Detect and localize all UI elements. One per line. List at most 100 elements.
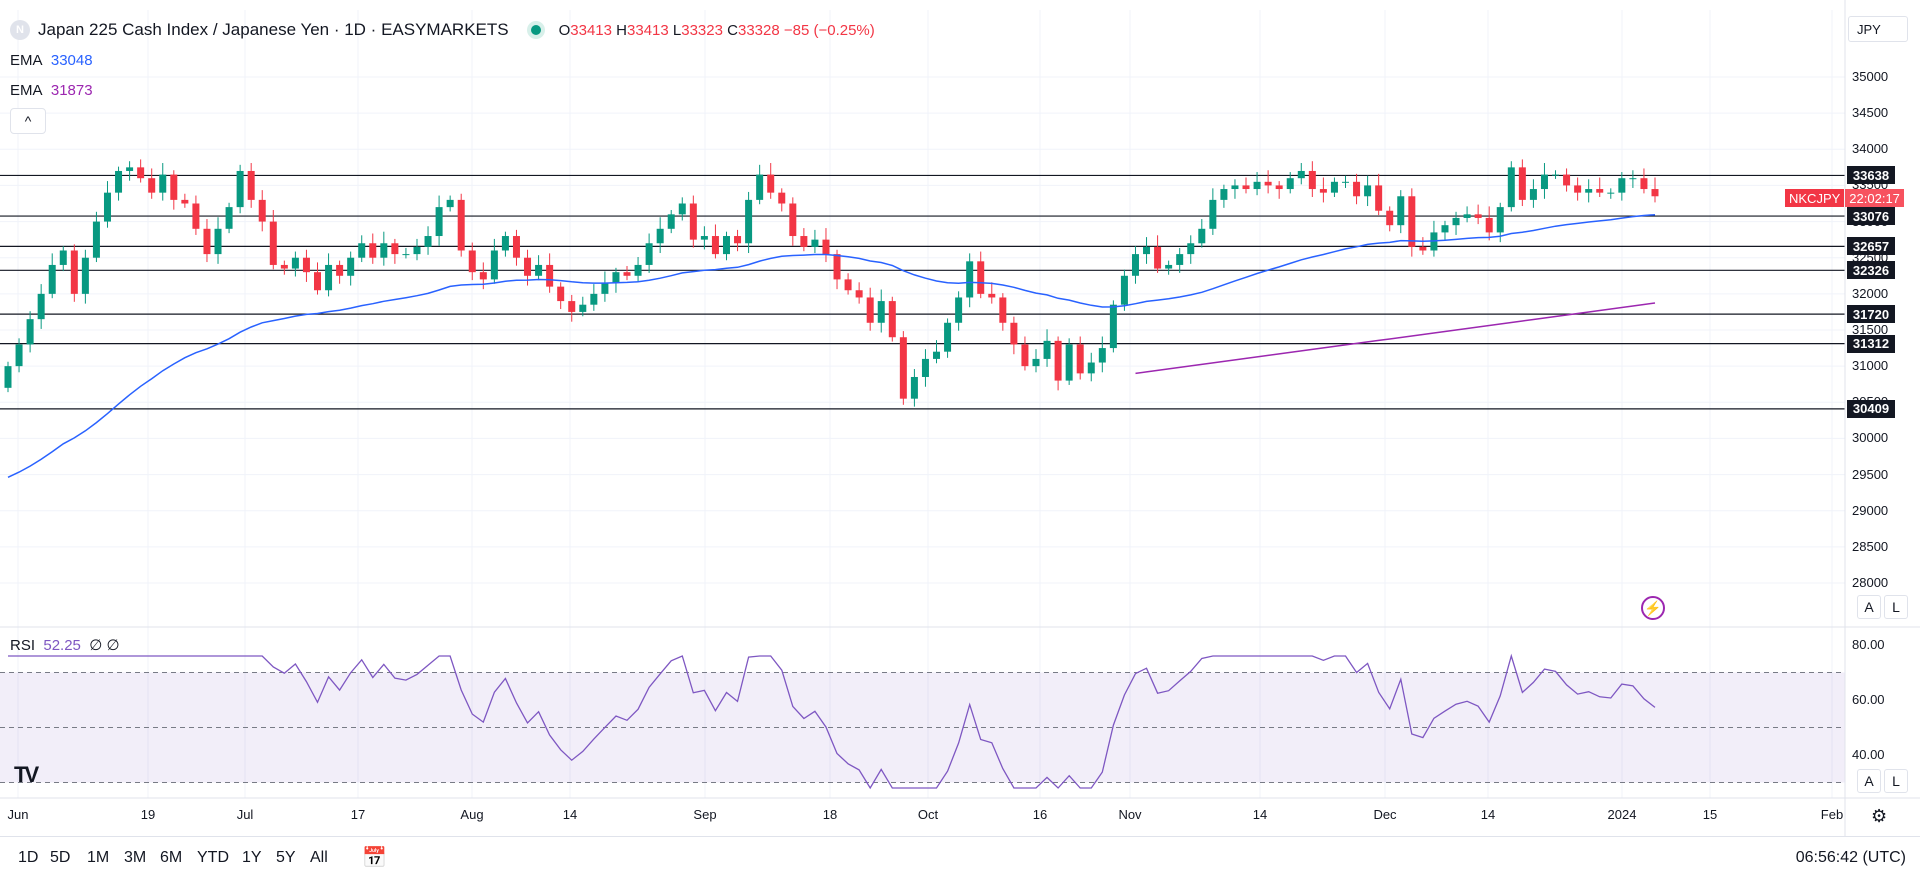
range-button-ytd[interactable]: YTD — [197, 849, 229, 866]
candle-body — [15, 344, 23, 367]
candle-body — [877, 301, 885, 323]
candle-body — [1065, 344, 1073, 381]
gear-icon[interactable]: ⚙ — [1871, 806, 1888, 826]
candle-body — [291, 257, 299, 269]
price-tick: 32000 — [1852, 285, 1889, 301]
range-button-1d[interactable]: 1D — [18, 849, 39, 866]
time-tick: 14 — [1252, 807, 1268, 822]
candle-body — [988, 293, 996, 298]
candle-body — [944, 322, 952, 352]
candle-body — [756, 174, 764, 200]
candle-body — [37, 293, 45, 320]
time-tick: 16 — [1032, 807, 1048, 822]
tradingview-logo-icon[interactable]: TV — [14, 762, 39, 787]
candle-body — [1330, 181, 1338, 193]
candle-body — [1253, 181, 1261, 190]
time-tick: 14 — [562, 807, 578, 822]
price-tick: 35000 — [1852, 69, 1889, 84]
rsi-line — [8, 653, 1656, 790]
range-button-5d[interactable]: 5D — [50, 849, 71, 866]
candle-body — [689, 203, 697, 240]
candle-body — [811, 239, 819, 247]
utc-clock[interactable]: 06:56:42 (UTC) — [1795, 849, 1906, 866]
candle-body — [1120, 275, 1128, 305]
range-button-all[interactable]: All — [310, 849, 328, 866]
price-tick: 30000 — [1852, 430, 1889, 446]
chart-canvas[interactable] — [0, 0, 1920, 836]
candle-body — [1397, 196, 1405, 226]
candle-body — [1518, 167, 1526, 200]
candle-body — [159, 174, 167, 193]
candle-body — [1275, 185, 1283, 190]
lightning-icon[interactable]: ⚡ — [1641, 596, 1665, 620]
rsi-log-scale-button[interactable]: L — [1884, 769, 1908, 793]
collapse-legend-button[interactable]: ^ — [10, 108, 46, 134]
candle-body — [568, 301, 576, 312]
candle-body — [667, 214, 675, 229]
candle-body — [524, 257, 532, 276]
candle-body — [137, 167, 145, 179]
log-scale-button[interactable]: L — [1884, 595, 1908, 619]
candle-body — [1165, 264, 1173, 269]
level-price-label: 31312 — [1847, 334, 1895, 353]
calendar-icon[interactable]: 📅 — [362, 847, 387, 869]
rsi-tick: 60.00 — [1852, 692, 1885, 707]
candle-body — [623, 272, 631, 276]
candle-body — [1640, 178, 1648, 190]
candle-body — [1629, 178, 1637, 180]
candle-body — [314, 272, 322, 291]
badge-symbol: NKCJPY — [1785, 189, 1845, 207]
time-tick: Aug — [460, 807, 484, 822]
candle-body — [1441, 225, 1449, 233]
chevron-up-icon: ^ — [24, 113, 32, 129]
candle-body — [1386, 210, 1394, 226]
candle-body — [103, 192, 111, 222]
range-button-5y[interactable]: 5Y — [276, 849, 296, 866]
candle-body — [435, 207, 443, 237]
candle-body — [1032, 358, 1040, 367]
candle-body — [26, 319, 34, 345]
candle-body — [1463, 214, 1471, 218]
price-tick: 34000 — [1852, 141, 1889, 157]
price-tick: 29500 — [1852, 466, 1889, 482]
bottom-toolbar: 1D 5D 1M 3M 6M YTD 1Y 5Y All 📅 06:56:42 (UTC) — [0, 836, 1920, 877]
time-tick: 18 — [822, 807, 838, 822]
candle-body — [789, 203, 797, 237]
auto-scale-button[interactable]: A — [1857, 595, 1881, 619]
range-button-1y[interactable]: 1Y — [242, 849, 262, 866]
candle-body — [645, 243, 653, 265]
candle-body — [1176, 254, 1184, 265]
time-tick: 17 — [350, 807, 366, 822]
candle-body — [1452, 217, 1460, 226]
candle-body — [1098, 348, 1106, 363]
candle-body — [612, 272, 620, 284]
range-button-3m[interactable]: 3M — [124, 849, 147, 866]
currency-select[interactable]: JPY — [1848, 16, 1908, 42]
candle-body — [1408, 196, 1416, 247]
candle-body — [910, 376, 918, 399]
candle-body — [325, 264, 333, 291]
rsi-pane — [0, 653, 1845, 790]
range-button-1m[interactable]: 1M — [87, 849, 110, 866]
candle-body — [1131, 254, 1139, 276]
candle-body — [501, 236, 509, 251]
candle-body — [535, 264, 543, 276]
ema-fast-legend[interactable]: EMA 33048 — [10, 52, 93, 69]
ema-slow-legend[interactable]: EMA 31873 — [10, 82, 93, 99]
candle-body — [1540, 174, 1548, 190]
candle-body — [391, 243, 399, 255]
candle-body — [1010, 322, 1018, 345]
candle-body — [70, 250, 78, 294]
rsi-auto-scale-button[interactable]: A — [1857, 769, 1881, 793]
candle-body — [955, 297, 963, 323]
candle-body — [170, 174, 178, 200]
range-button-6m[interactable]: 6M — [160, 849, 183, 866]
rsi-legend[interactable]: RSI 52.25 ∅ ∅ — [10, 637, 120, 654]
symbol-title[interactable]: Japan 225 Cash Index / Japanese Yen · 1D… — [38, 20, 509, 39]
time-tick: Nov — [1118, 807, 1142, 822]
symbol-legend[interactable]: N Japan 225 Cash Index / Japanese Yen · … — [10, 20, 875, 40]
candle-body — [899, 337, 907, 399]
candle-body — [1552, 174, 1560, 176]
candle-body — [413, 246, 421, 255]
level-price-label: 30409 — [1847, 399, 1895, 418]
